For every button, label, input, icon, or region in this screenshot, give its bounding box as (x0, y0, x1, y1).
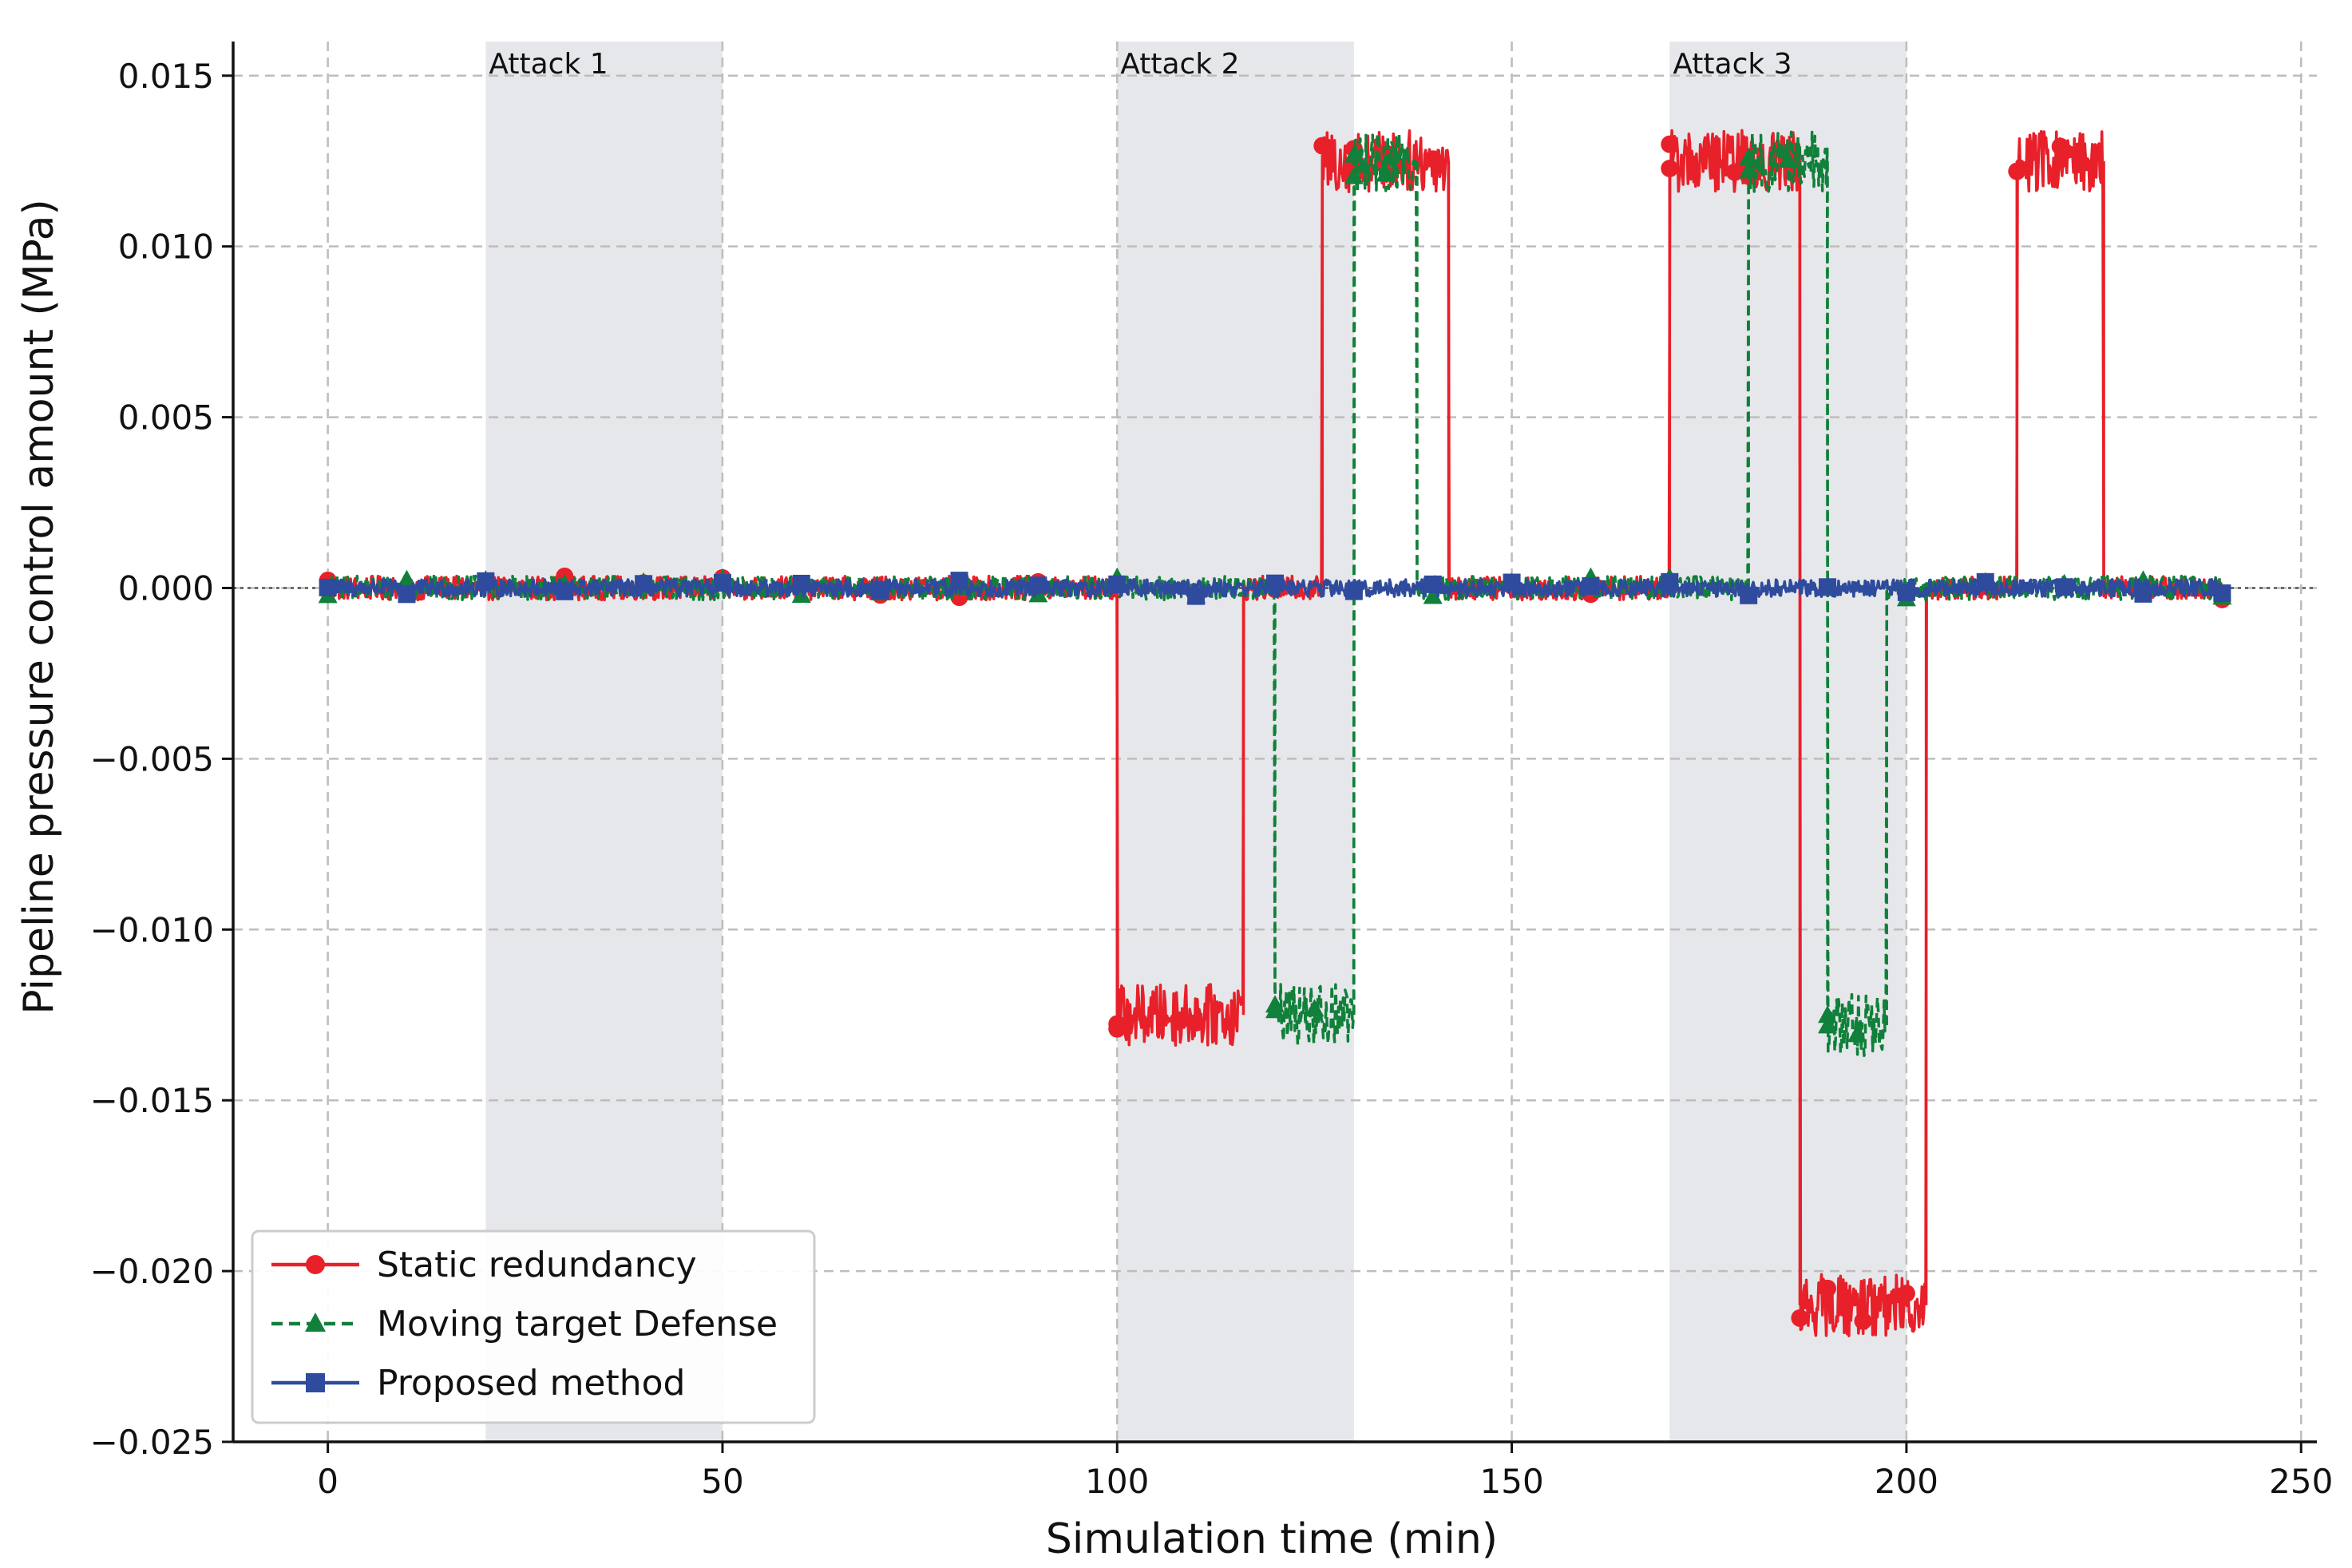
series-3-marker-0 (319, 578, 337, 596)
series-3-marker-17 (1661, 572, 1679, 591)
series-1-marker-29 (1661, 160, 1679, 178)
series-1-marker-20 (1897, 1285, 1915, 1303)
series-1-marker-11 (1187, 1014, 1206, 1032)
series-3-marker-11 (1187, 587, 1206, 605)
attack-label-1: Attack 1 (489, 48, 608, 81)
series-2-marker-14 (1423, 586, 1443, 604)
y-tick-label-2: −0.015 (90, 1081, 214, 1120)
series-2-marker-30 (1778, 150, 1798, 168)
series-3-marker-16 (1582, 577, 1600, 596)
attack-label-2: Attack 2 (1120, 48, 1239, 81)
attack-band-2 (1117, 42, 1354, 1442)
series-2-marker-26 (1305, 999, 1324, 1017)
series-2-marker-19 (1818, 1005, 1838, 1024)
attack-band-3 (1669, 42, 1907, 1442)
series-1-marker-25 (1108, 1015, 1127, 1033)
series-1-marker-34 (2051, 137, 2069, 156)
attack-label-3: Attack 3 (1673, 48, 1792, 81)
series-2-marker-13 (1344, 166, 1364, 184)
y-tick-label-3: −0.010 (90, 910, 214, 949)
y-tick-label-8: 0.015 (118, 57, 214, 96)
series-3-marker-9 (1029, 576, 1047, 595)
x-tick-label-2: 100 (1085, 1462, 1149, 1501)
series-1-marker-19 (1819, 1279, 1837, 1297)
series-1-marker-30 (1725, 163, 1744, 181)
x-ticks: 0 50 100 150 200 250 (317, 1442, 2333, 1501)
series-3-marker-14 (1423, 575, 1442, 593)
series-3-marker-22 (2055, 578, 2073, 596)
x-tick-label-3: 150 (1480, 1462, 1544, 1501)
x-tick-label-0: 0 (317, 1462, 339, 1501)
series-3-marker-19 (1819, 578, 1837, 596)
series-3-marker-10 (1108, 575, 1127, 593)
series-3-marker-1 (398, 585, 416, 604)
series-2-marker-32 (1847, 1024, 1867, 1043)
y-tick-label-7: 0.010 (118, 228, 214, 267)
series-1-marker-33 (2008, 162, 2026, 180)
x-tick-label-5: 250 (2269, 1462, 2333, 1501)
y-tick-label-0: −0.025 (90, 1423, 214, 1462)
y-tick-label-6: 0.005 (118, 398, 214, 438)
legend-marker-1 (306, 1255, 325, 1274)
legend-entries: Static redundancy Moving target Defense Pr… (271, 1245, 778, 1404)
series-3-marker-15 (1503, 573, 1521, 592)
series-3-marker-23 (2134, 584, 2152, 603)
attack-bands (485, 42, 1907, 1442)
series-3-marker-18 (1740, 586, 1758, 604)
series-3-marker-21 (1976, 572, 1994, 591)
y-tick-label-1: −0.020 (90, 1252, 214, 1291)
x-axis-label: Simulation time (min) (1046, 1515, 1498, 1563)
series-3-marker-24 (2213, 584, 2231, 602)
legend-label-3: Proposed method (377, 1363, 685, 1404)
series-1-marker-17 (1661, 135, 1679, 153)
series-2-marker-29 (1739, 160, 1759, 179)
x-tick-label-1: 50 (701, 1462, 743, 1501)
series-3-marker-6 (792, 574, 810, 592)
series-3-marker-5 (713, 574, 731, 592)
series-1-marker-14 (1423, 150, 1442, 168)
series-3-marker-3 (556, 582, 574, 600)
attack-band-1 (485, 42, 723, 1442)
y-axis-label: Pipeline pressure control amount (MPa) (15, 199, 63, 1014)
series-1-marker-31 (1791, 1309, 1809, 1327)
series-3-marker-12 (1266, 574, 1284, 592)
series-3-marker-20 (1897, 583, 1915, 601)
series-3-marker-13 (1344, 582, 1363, 600)
series-2-marker-31 (1818, 1016, 1838, 1034)
legend-label-2: Moving target Defense (377, 1304, 778, 1344)
series-1-marker-27 (1313, 137, 1332, 155)
y-tick-label-5: 0.000 (118, 568, 214, 608)
axes (232, 42, 2317, 1443)
legend: Static redundancy Moving target Defense Pr… (251, 1229, 816, 1424)
series-2-marker-6 (791, 585, 811, 604)
series-1-marker-32 (1854, 1312, 1872, 1330)
series-2-marker-28 (1376, 164, 1396, 182)
y-tick-label-4: −0.005 (90, 739, 214, 778)
legend-marker-2 (305, 1313, 326, 1332)
attack-labels: Attack 1 Attack 2 Attack 3 (489, 48, 1792, 81)
series-3-marker-7 (871, 581, 889, 600)
series-2-marker-18 (1739, 148, 1759, 166)
series-3-marker-8 (950, 572, 968, 590)
series-2-marker-25 (1265, 995, 1285, 1013)
legend-marker-3 (306, 1373, 325, 1392)
legend-label-1: Static redundancy (377, 1245, 697, 1285)
series-2-marker-1 (397, 569, 417, 588)
series-3-marker-2 (477, 572, 495, 590)
series-layer (318, 129, 2232, 1337)
y-ticks: −0.025 −0.020 −0.015 −0.010 −0.005 0.000 0.005… (90, 57, 233, 1462)
legend-box (251, 1229, 816, 1424)
x-tick-label-4: 200 (1875, 1462, 1938, 1501)
series-2-marker-27 (1344, 145, 1364, 163)
series-3-marker-4 (635, 575, 653, 593)
series-1-marker-26 (1171, 1011, 1190, 1029)
